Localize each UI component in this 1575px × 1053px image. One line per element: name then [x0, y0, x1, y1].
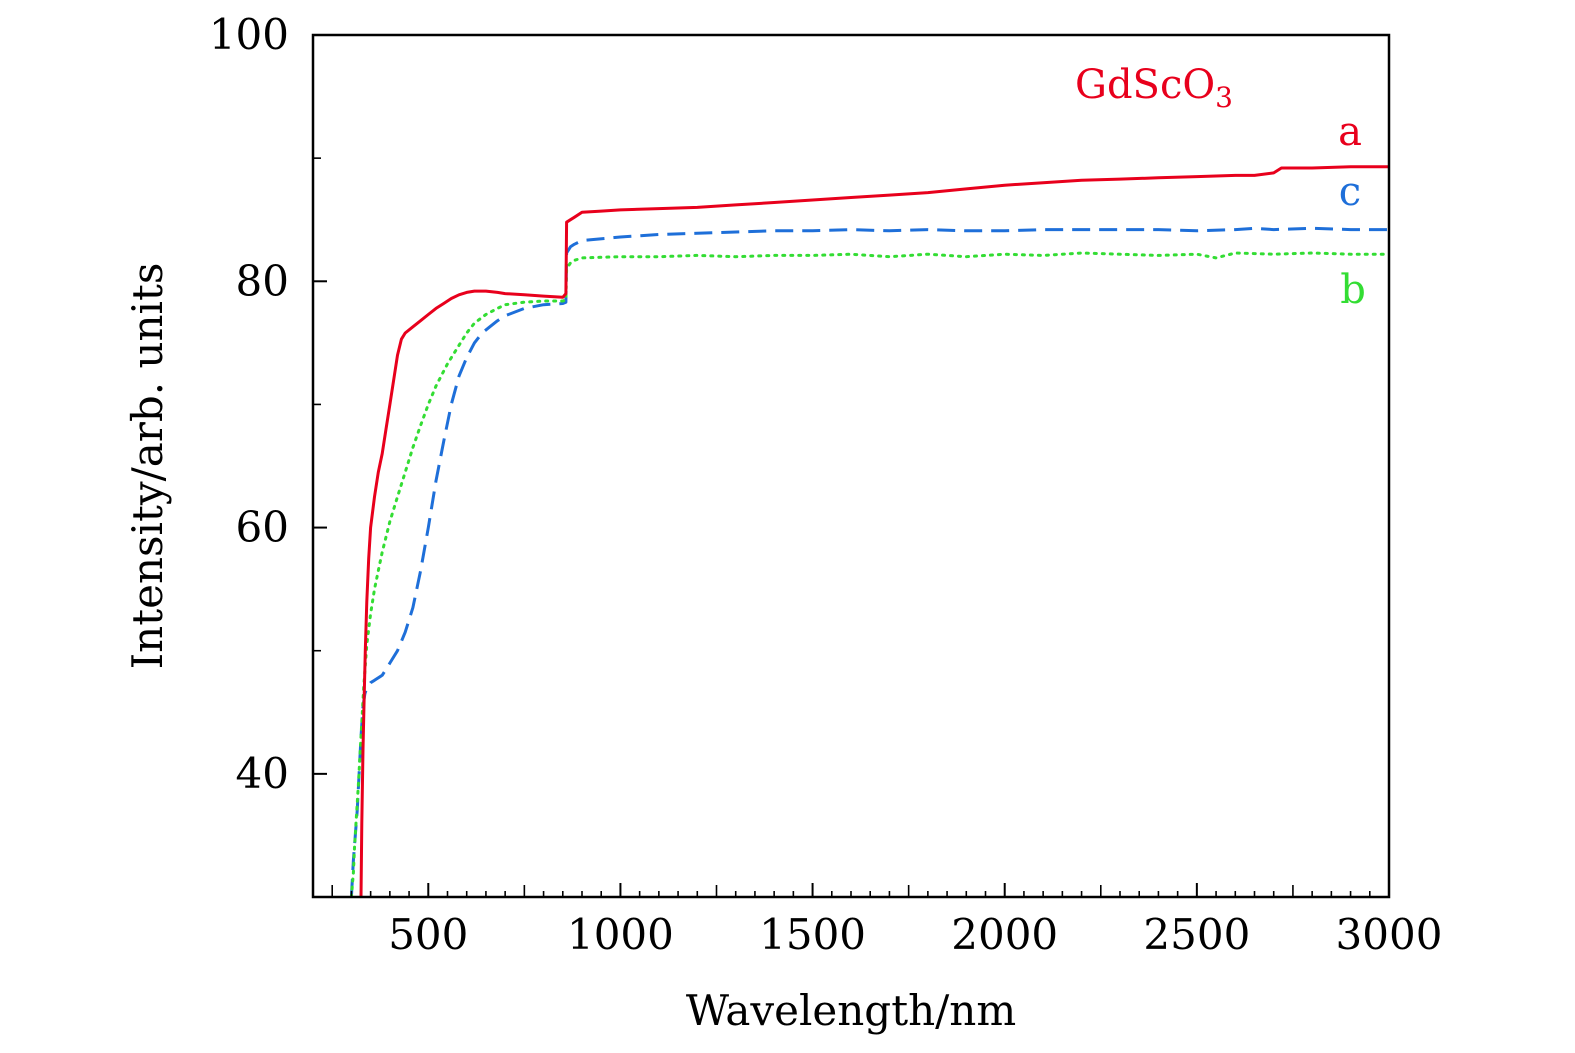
x-tick-label-500: 500 — [388, 910, 468, 959]
plot-frame — [311, 33, 1391, 899]
y-tick-label-60: 60 — [236, 503, 289, 552]
series-line-b — [349, 251, 1389, 897]
series-layer — [349, 165, 1389, 897]
series-line-a — [359, 165, 1389, 897]
x-tick-label-1500: 1500 — [759, 910, 866, 959]
y-axis-title: Intensity/arb. units — [123, 263, 172, 670]
x-axis-title: Wavelength/nm — [686, 986, 1016, 1035]
y-tick-label-80: 80 — [236, 256, 289, 305]
ticks-layer: 500 1000 1500 2000 2500 3000 40 60 80 100 — [209, 10, 1443, 959]
x-tick-label-2000: 2000 — [951, 910, 1058, 959]
x-tick-label-3000: 3000 — [1336, 910, 1443, 959]
y-tick-label-40: 40 — [236, 749, 289, 798]
legend-label-a: a — [1338, 109, 1362, 155]
y-tick-label-100: 100 — [209, 10, 289, 59]
chart-title: GdScO3 — [1075, 62, 1233, 114]
chart-title-sub: 3 — [1215, 81, 1233, 114]
x-tick-label-2500: 2500 — [1143, 910, 1250, 959]
series-line-c — [349, 226, 1389, 897]
x-tick-label-1000: 1000 — [567, 910, 674, 959]
legend-label-c: c — [1339, 169, 1361, 215]
chart-title-main: GdScO — [1075, 62, 1215, 108]
legend: a c b — [1338, 109, 1366, 313]
legend-label-b: b — [1340, 267, 1366, 313]
